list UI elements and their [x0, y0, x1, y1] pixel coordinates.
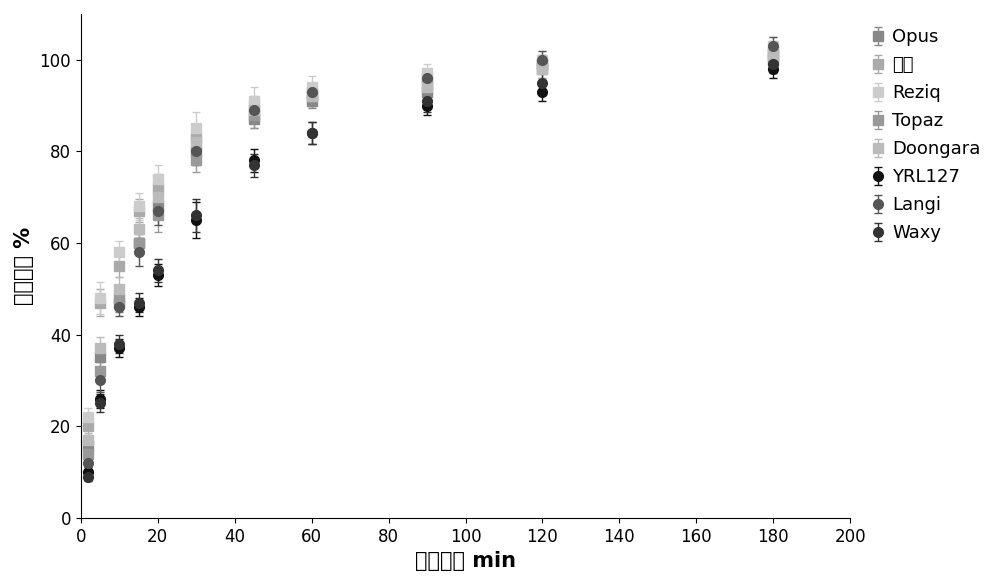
Legend: Opus, 越光, Reziq, Topaz, Doongara, YRL127, Langi, Waxy: Opus, 越光, Reziq, Topaz, Doongara, YRL127… — [867, 23, 986, 247]
Y-axis label: 淀粉消化 %: 淀粉消化 % — [14, 227, 34, 305]
X-axis label: 消化时间 min: 消化时间 min — [415, 551, 516, 571]
